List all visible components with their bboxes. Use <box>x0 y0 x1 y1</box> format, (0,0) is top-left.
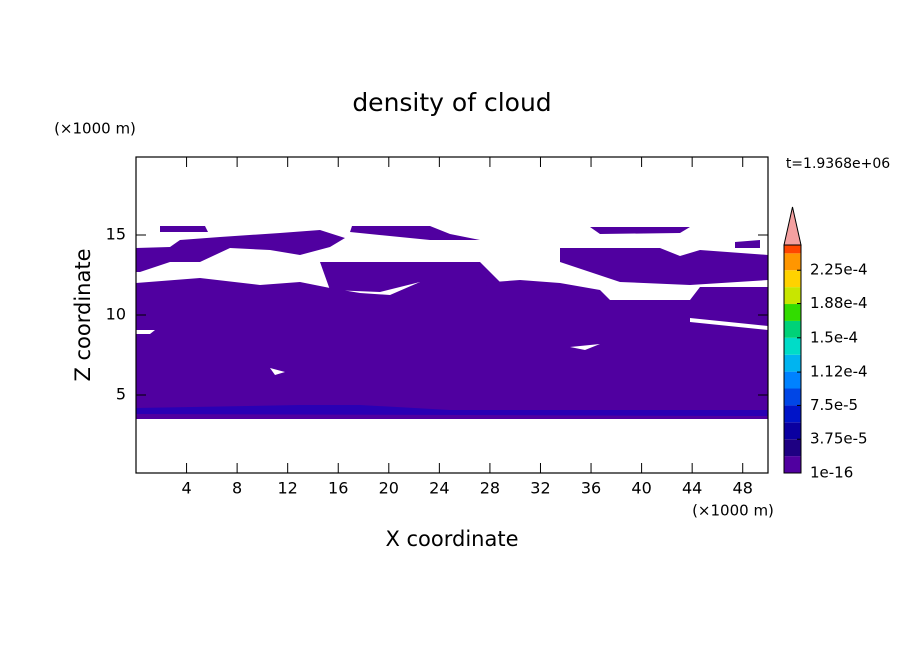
y-tick-label: 15 <box>106 225 126 244</box>
colorbar-band <box>784 287 801 305</box>
contour-fill <box>590 227 690 234</box>
x-tick-label: 24 <box>429 479 449 498</box>
colorbar-label: 1.88e-4 <box>810 294 868 312</box>
x-tick-label: 16 <box>328 479 348 498</box>
x-tick-label: 28 <box>480 479 500 498</box>
x-tick-label: 32 <box>530 479 550 498</box>
colorbar-frame <box>783 244 802 474</box>
colorbar-label: 1e-16 <box>810 464 853 482</box>
colorbar-band <box>784 270 801 288</box>
time-label: t=1.9368e+06 <box>786 156 890 172</box>
contour-fill <box>735 240 760 248</box>
y-tick-label: 5 <box>116 385 126 404</box>
colorbar-band <box>784 354 801 372</box>
y-axis-title: Z coordinate <box>71 248 95 381</box>
colorbar-band <box>784 304 801 321</box>
colorbar-label: 1.5e-4 <box>810 328 858 346</box>
colorbar-label: 2.25e-4 <box>810 261 868 279</box>
colorbar-band <box>784 422 801 440</box>
colorbar-band <box>784 371 801 389</box>
chart-title: density of cloud <box>352 88 551 117</box>
colorbar-band <box>784 439 801 457</box>
x-tick-label: 44 <box>682 479 702 498</box>
contour-field <box>136 226 768 419</box>
x-tick-label: 20 <box>379 479 399 498</box>
contour-fill <box>320 262 500 292</box>
colorbar-band <box>784 253 801 271</box>
contour-fill <box>136 277 768 419</box>
colorbar-band <box>784 320 801 338</box>
y-tick-label: 10 <box>106 305 126 324</box>
x-tick-label: 48 <box>733 479 753 498</box>
colorbar-band <box>784 456 801 473</box>
x-tick-label: 4 <box>181 479 191 498</box>
x-tick-label: 12 <box>278 479 298 498</box>
x-tick-label: 40 <box>631 479 651 498</box>
contour-fill <box>350 226 480 240</box>
colorbar-band <box>784 337 801 355</box>
colorbar-band <box>784 388 801 406</box>
contour-fill <box>560 248 768 285</box>
x-axis-title: X coordinate <box>385 527 518 551</box>
y-unit: (×1000 m) <box>54 120 136 138</box>
colorbar-label: 7.5e-5 <box>810 396 858 414</box>
colorbar-band <box>784 245 801 254</box>
x-tick-label: 36 <box>581 479 601 498</box>
x-unit: (×1000 m) <box>692 502 774 520</box>
contour-fill <box>160 226 208 232</box>
contour-fill <box>136 230 345 272</box>
colorbar-band <box>784 405 801 423</box>
colorbar-label: 1.12e-4 <box>810 363 868 381</box>
colorbar-label: 3.75e-5 <box>810 430 868 448</box>
x-tick-label: 8 <box>232 479 242 498</box>
contour-fill <box>136 405 768 416</box>
